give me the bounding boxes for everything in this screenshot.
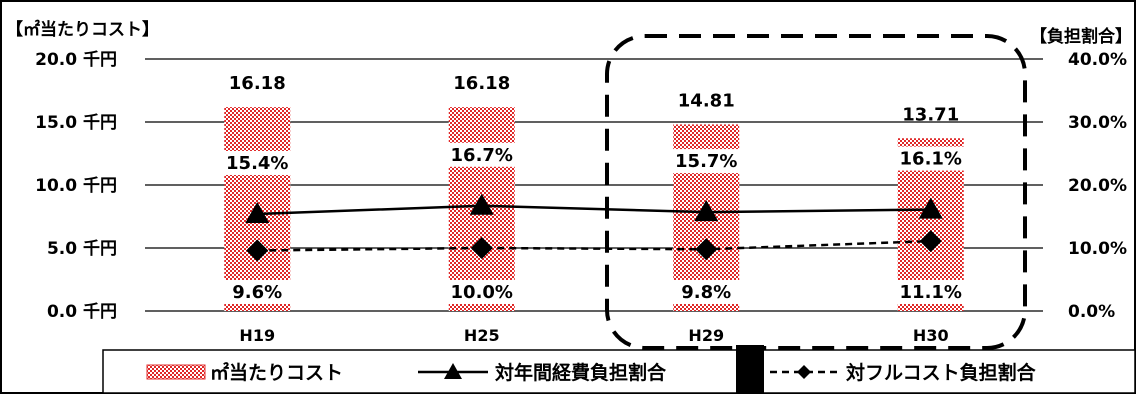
legend-label-dashed: 対フルコスト負担割合 [845, 361, 1037, 384]
legend-label-solid: 対年間経費負担割合 [494, 361, 667, 384]
bar-value-label: 16.18 [229, 73, 286, 94]
line-series [245, 193, 943, 262]
chart-title-right: 【負担割合】 [1030, 26, 1132, 47]
line-value-label: 11.1% [900, 282, 962, 303]
y-left-tick-label: 0.0 千円 [47, 302, 117, 322]
triangle-marker [245, 201, 270, 223]
data-labels: 16.18 16.18 14.81 13.71 15.4% 16.7% 15.7% 16.1%… [219, 73, 969, 304]
x-axis-categories: H19 H25 H29 H30 [239, 326, 948, 345]
label-mask [219, 150, 296, 175]
label-mask [892, 280, 969, 304]
x-category-label: H19 [239, 326, 275, 345]
legend-diamond-icon [797, 365, 811, 379]
triangle-marker [694, 200, 719, 222]
label-mask [892, 146, 969, 171]
bar-value-label: 16.18 [453, 73, 510, 94]
y-right-tick-label: 10.0% [1068, 239, 1127, 259]
legend-label-bar: ㎡当たりコスト [210, 361, 343, 384]
line-value-label: 9.8% [681, 282, 731, 303]
label-mask [219, 280, 296, 304]
y-right-tick-label: 30.0% [1068, 113, 1127, 133]
diamond-marker [695, 238, 718, 261]
highlight-box [605, 34, 1027, 350]
y-right-tick-label: 20.0% [1068, 176, 1127, 196]
legend-frame [102, 349, 1136, 394]
x-category-label: H29 [688, 326, 724, 345]
diamond-marker [246, 239, 269, 262]
triangle-marker [469, 193, 494, 215]
diamond-marker [919, 230, 942, 253]
y-axis-left: 0.0 千円 5.0 千円 10.0 千円 15.0 千円 20.0 千円 [35, 50, 117, 322]
label-mask [668, 280, 745, 304]
y-axis-right: 0.0% 10.0% 20.0% 30.0% 40.0% [1068, 50, 1127, 322]
line-value-label: 16.7% [451, 145, 513, 166]
label-mask [443, 142, 520, 167]
diamond-marker [470, 237, 493, 259]
line-value-label: 10.0% [451, 282, 513, 303]
y-left-tick-label: 10.0 千円 [35, 176, 117, 196]
grid-lines [145, 58, 1043, 312]
legend: ㎡当たりコスト 対年間経費負担割合 対フルコスト負担割合 [102, 345, 1136, 394]
series-line-dashed [257, 239, 931, 252]
y-left-tick-label: 15.0 千円 [35, 113, 117, 133]
y-right-tick-label: 0.0% [1068, 302, 1115, 322]
legend-swatch-bar [146, 364, 206, 380]
line-value-label: 16.1% [900, 149, 962, 170]
y-left-tick-label: 5.0 千円 [47, 239, 117, 259]
y-right-tick-label: 40.0% [1068, 50, 1127, 70]
chart-title-left: 【㎡当たりコスト】 [6, 19, 159, 40]
legend-black-block [736, 345, 764, 394]
legend-triangle-icon [444, 363, 462, 379]
bar-value-label: 13.71 [902, 104, 959, 125]
label-mask [443, 280, 520, 304]
label-mask [668, 149, 745, 174]
x-category-label: H30 [913, 326, 949, 345]
line-value-label: 9.6% [232, 282, 282, 303]
bar-value-label: 14.81 [678, 90, 735, 111]
line-value-label: 15.7% [675, 151, 737, 172]
line-value-label: 15.4% [226, 153, 288, 174]
x-category-label: H25 [464, 326, 500, 345]
y-left-tick-label: 20.0 千円 [35, 50, 117, 70]
triangle-marker [918, 197, 943, 219]
series-line-solid [257, 204, 931, 216]
